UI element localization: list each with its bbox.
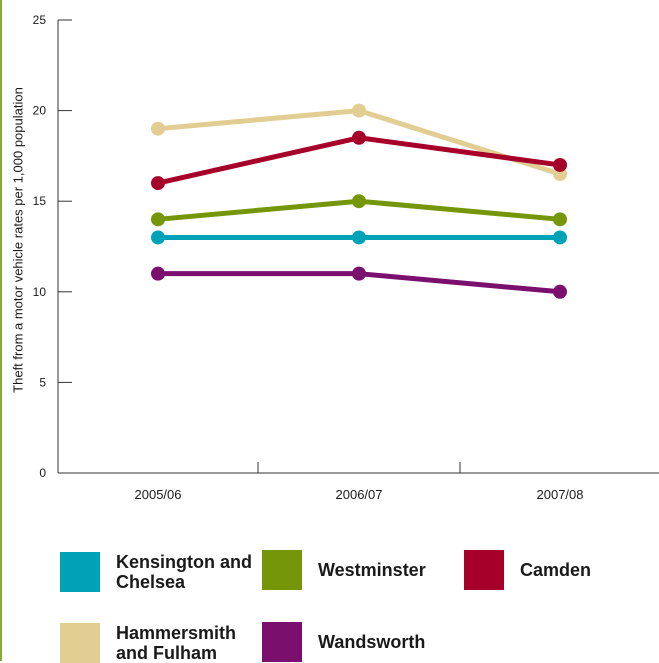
data-point-kensington-and-chelsea bbox=[151, 230, 165, 245]
data-point-camden bbox=[352, 130, 366, 145]
data-point-westminster bbox=[553, 212, 567, 227]
legend-label-kensington: Kensington and Chelsea bbox=[116, 552, 252, 592]
left-accent-rule bbox=[0, 0, 2, 661]
legend-item-camden: Camden bbox=[464, 550, 591, 590]
line-chart: 0 5 10 15 20 25 2005/06 2006/07 2007/08 bbox=[33, 13, 659, 502]
legend-swatch-hammersmith bbox=[60, 623, 100, 663]
legend-swatch-kensington bbox=[60, 552, 100, 592]
legend-label-wandsworth: Wandsworth bbox=[318, 632, 426, 652]
legend-swatch-wandsworth bbox=[262, 622, 302, 662]
series-layer bbox=[151, 103, 567, 299]
data-point-kensington-and-chelsea bbox=[553, 230, 567, 245]
series-camden bbox=[151, 130, 567, 191]
x-tick-label: 2007/08 bbox=[537, 487, 584, 502]
legend-item-kensington: Kensington and Chelsea bbox=[60, 552, 266, 592]
series-kensington-and-chelsea bbox=[151, 230, 567, 245]
y-tick-label: 0 bbox=[39, 466, 46, 480]
x-tick-label: 2006/07 bbox=[336, 487, 383, 502]
legend-label-westminster: Westminster bbox=[318, 560, 426, 580]
data-point-wandsworth bbox=[151, 266, 165, 281]
legend-label-hammersmith: Hammersmith and Fulham bbox=[116, 623, 237, 663]
legend-label-camden: Camden bbox=[520, 560, 592, 580]
data-point-westminster bbox=[151, 212, 165, 227]
legend-item-hammersmith: Hammersmith and Fulham bbox=[60, 623, 266, 663]
y-tick-label: 5 bbox=[39, 375, 46, 389]
y-tick-label: 25 bbox=[33, 13, 47, 27]
series-wandsworth bbox=[151, 266, 567, 299]
y-axis-label: Theft from a motor vehicle rates per 1,0… bbox=[10, 87, 26, 393]
chart-axes: 0 5 10 15 20 25 2005/06 2006/07 2007/08 bbox=[33, 13, 659, 502]
x-tick-label: 2005/06 bbox=[135, 487, 182, 502]
data-point-hammersmith-and-fulham bbox=[151, 121, 165, 136]
data-point-kensington-and-chelsea bbox=[352, 230, 366, 245]
series-hammersmith-and-fulham bbox=[151, 103, 567, 182]
series-westminster bbox=[151, 194, 567, 227]
data-point-hammersmith-and-fulham bbox=[352, 103, 366, 118]
y-tick-label: 20 bbox=[33, 104, 47, 118]
data-point-camden bbox=[553, 157, 567, 172]
legend-swatch-camden bbox=[464, 550, 504, 590]
data-point-wandsworth bbox=[553, 284, 567, 299]
data-point-wandsworth bbox=[352, 266, 366, 281]
legend-item-wandsworth: Wandsworth bbox=[262, 622, 425, 662]
y-tick-label: 15 bbox=[33, 194, 47, 208]
y-tick-label: 10 bbox=[33, 285, 47, 299]
data-point-camden bbox=[151, 176, 165, 191]
legend-swatch-westminster bbox=[262, 550, 302, 590]
legend-item-westminster: Westminster bbox=[262, 550, 426, 590]
data-point-westminster bbox=[352, 194, 366, 209]
